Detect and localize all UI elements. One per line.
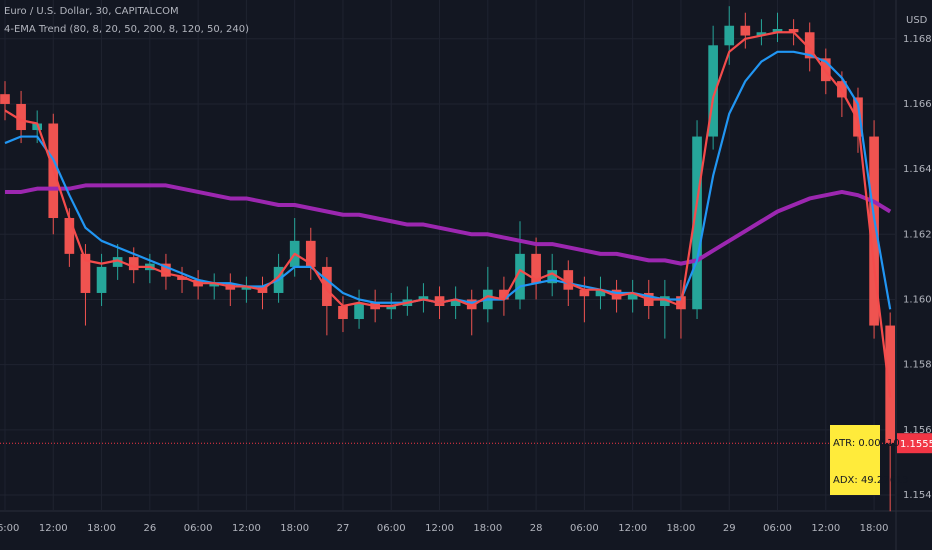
candle-body (128, 257, 139, 271)
candle-body (579, 289, 590, 297)
candle-body (772, 29, 783, 33)
candle-body (563, 270, 574, 290)
ema-lines (4, 31, 892, 398)
x-tick-label: 06:00 (570, 523, 599, 534)
indicator-title: 4-EMA Trend (80, 8, 20, 50, 200, 8, 120,… (4, 24, 249, 35)
x-tick-label: 27 (337, 523, 350, 534)
x-tick-label: 26 (143, 523, 156, 534)
chart-title: Euro / U.S. Dollar, 30, CAPITALCOM (4, 6, 179, 17)
candle-body (418, 296, 429, 300)
candle-body (0, 94, 10, 104)
ema-line (4, 183, 892, 266)
indicator-value: ATR: 0.00110 (833, 438, 900, 449)
x-tick-label: 06:00 (0, 523, 19, 534)
candle-body (80, 253, 91, 293)
candle-body (96, 266, 107, 293)
x-tick-label: 18:00 (667, 523, 696, 534)
candle-body (16, 103, 26, 131)
candle-body (466, 299, 477, 310)
x-tick-label: 12:00 (425, 523, 454, 534)
candle-body (531, 253, 541, 284)
candle-body (64, 218, 75, 254)
candle-body (547, 270, 558, 284)
candle-body (161, 263, 171, 277)
y-tick-label: 1.16200 (903, 229, 932, 240)
candle-body (450, 299, 461, 306)
candle-body (740, 25, 751, 36)
candle-body (386, 306, 397, 310)
x-tick-label: 06:00 (184, 523, 213, 534)
candle-body (708, 45, 718, 137)
candle-body (804, 32, 815, 59)
candle-body (660, 296, 670, 306)
x-tick-label: 12:00 (232, 523, 261, 534)
candle-body (338, 306, 348, 320)
candle-body (853, 97, 863, 137)
candle-body (354, 302, 364, 320)
candle-body (112, 257, 123, 267)
candle-body (611, 289, 622, 300)
last-price-box (897, 433, 932, 454)
y-tick-label: 1.15800 (903, 360, 932, 371)
candle-body (322, 266, 332, 306)
ema-line (4, 31, 892, 398)
candle-body (499, 289, 509, 300)
y-tick-label: 1.15400 (903, 490, 932, 501)
indicator-box (830, 425, 880, 495)
overlay: 1.15559ATR: 0.00110 ADX: 49.27613 (0, 425, 932, 495)
candle-body (869, 136, 879, 326)
x-tick-label: 28 (530, 523, 543, 534)
candle-body (515, 253, 525, 300)
candle-body (209, 283, 220, 287)
x-tick-label: 18:00 (473, 523, 502, 534)
x-tick-label: 06:00 (763, 523, 792, 534)
last-price-label: 1.15559 (900, 439, 932, 450)
y-tick-label: 1.16400 (903, 164, 932, 175)
candle-body (885, 325, 895, 443)
x-tick-label: 18:00 (280, 523, 309, 534)
y-tick-label: 1.16000 (903, 294, 932, 305)
candle-body (241, 286, 252, 290)
x-tick-label: 12:00 (39, 523, 68, 534)
candle-body (434, 296, 445, 306)
x-tick-label: 12:00 (811, 523, 840, 534)
x-tick-label: 06:00 (377, 523, 406, 534)
indicator-value: ADX: 49.27613 (833, 475, 909, 486)
candle-body (724, 25, 735, 46)
x-tick-label: 18:00 (860, 523, 889, 534)
y-tick-label: 1.16800 (903, 34, 932, 45)
y-tick-label: 1.16600 (903, 99, 932, 110)
candle-body (756, 32, 767, 36)
candle-body (305, 240, 316, 267)
x-tick-label: 18:00 (87, 523, 116, 534)
y-tick-label: 1.15600 (903, 425, 932, 436)
candle-body (595, 289, 606, 297)
candle-body (788, 29, 799, 33)
y-axis-label: USD (906, 15, 928, 26)
x-tick-label: 12:00 (618, 523, 647, 534)
candle-body (177, 276, 187, 280)
x-tick-label: 29 (723, 523, 736, 534)
candle-body (692, 136, 702, 310)
candle-body (627, 292, 638, 300)
